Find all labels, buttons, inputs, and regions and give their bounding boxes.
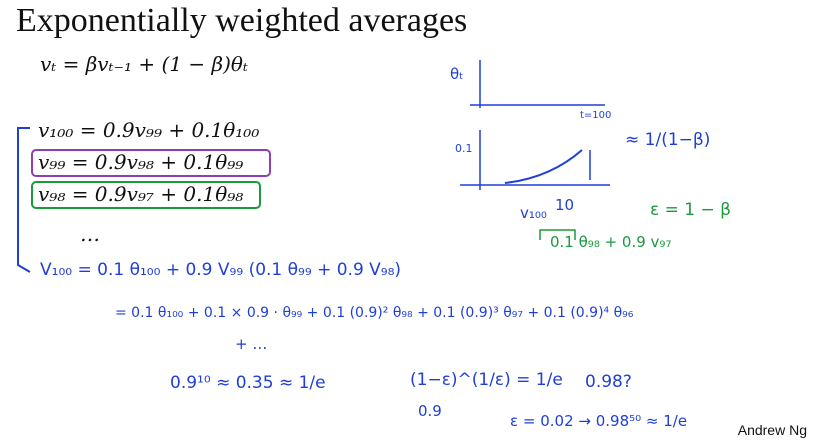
note: 0.98? xyxy=(585,372,632,392)
note: θₜ xyxy=(450,65,464,83)
note: ε = 0.02 → 0.98⁵⁰ ≈ 1/e xyxy=(510,412,688,430)
note: 0.1 θ₉₈ + 0.9 v₉₇ xyxy=(550,233,672,251)
note: 0.1 xyxy=(455,142,473,155)
note: v₁₀₀ xyxy=(520,204,547,222)
purple-box xyxy=(31,149,271,177)
bracket xyxy=(17,127,31,273)
ellipsis: … xyxy=(80,222,100,246)
note: ≈ 1/(1−β) xyxy=(625,130,711,150)
equation: v₉₈ = 0.9v₉₇ + 0.1θ₉₈ xyxy=(38,182,244,206)
note: = 0.1 θ₁₀₀ + 0.1 × 0.9 · θ₉₉ + 0.1 (0.9)… xyxy=(115,305,634,321)
note: t=100 xyxy=(580,110,612,121)
green-box xyxy=(31,181,261,209)
note: + … xyxy=(235,335,268,353)
note: 0.9¹⁰ ≈ 0.35 ≈ 1/e xyxy=(170,373,326,393)
equation: v₉₉ = 0.9v₉₈ + 0.1θ₉₉ xyxy=(38,150,244,174)
formula: vₜ = βvₜ₋₁ + (1 − β)θₜ xyxy=(40,52,248,76)
note: (1−ε)^(1/ε) = 1/e xyxy=(410,370,563,390)
decay-curve xyxy=(504,149,583,184)
note: V₁₀₀ = 0.1 θ₁₀₀ + 0.9 V₉₉ (0.1 θ₉₉ + 0.9… xyxy=(40,260,402,280)
arrow xyxy=(539,229,576,240)
note: 10 xyxy=(555,196,575,214)
note: 0.9 xyxy=(418,402,442,420)
title: Exponentially weighted averages xyxy=(16,2,468,39)
note: ε = 1 − β xyxy=(650,200,731,220)
equation: v₁₀₀ = 0.9v₉₉ + 0.1θ₁₀₀ xyxy=(38,118,260,142)
author: Andrew Ng xyxy=(737,422,807,438)
